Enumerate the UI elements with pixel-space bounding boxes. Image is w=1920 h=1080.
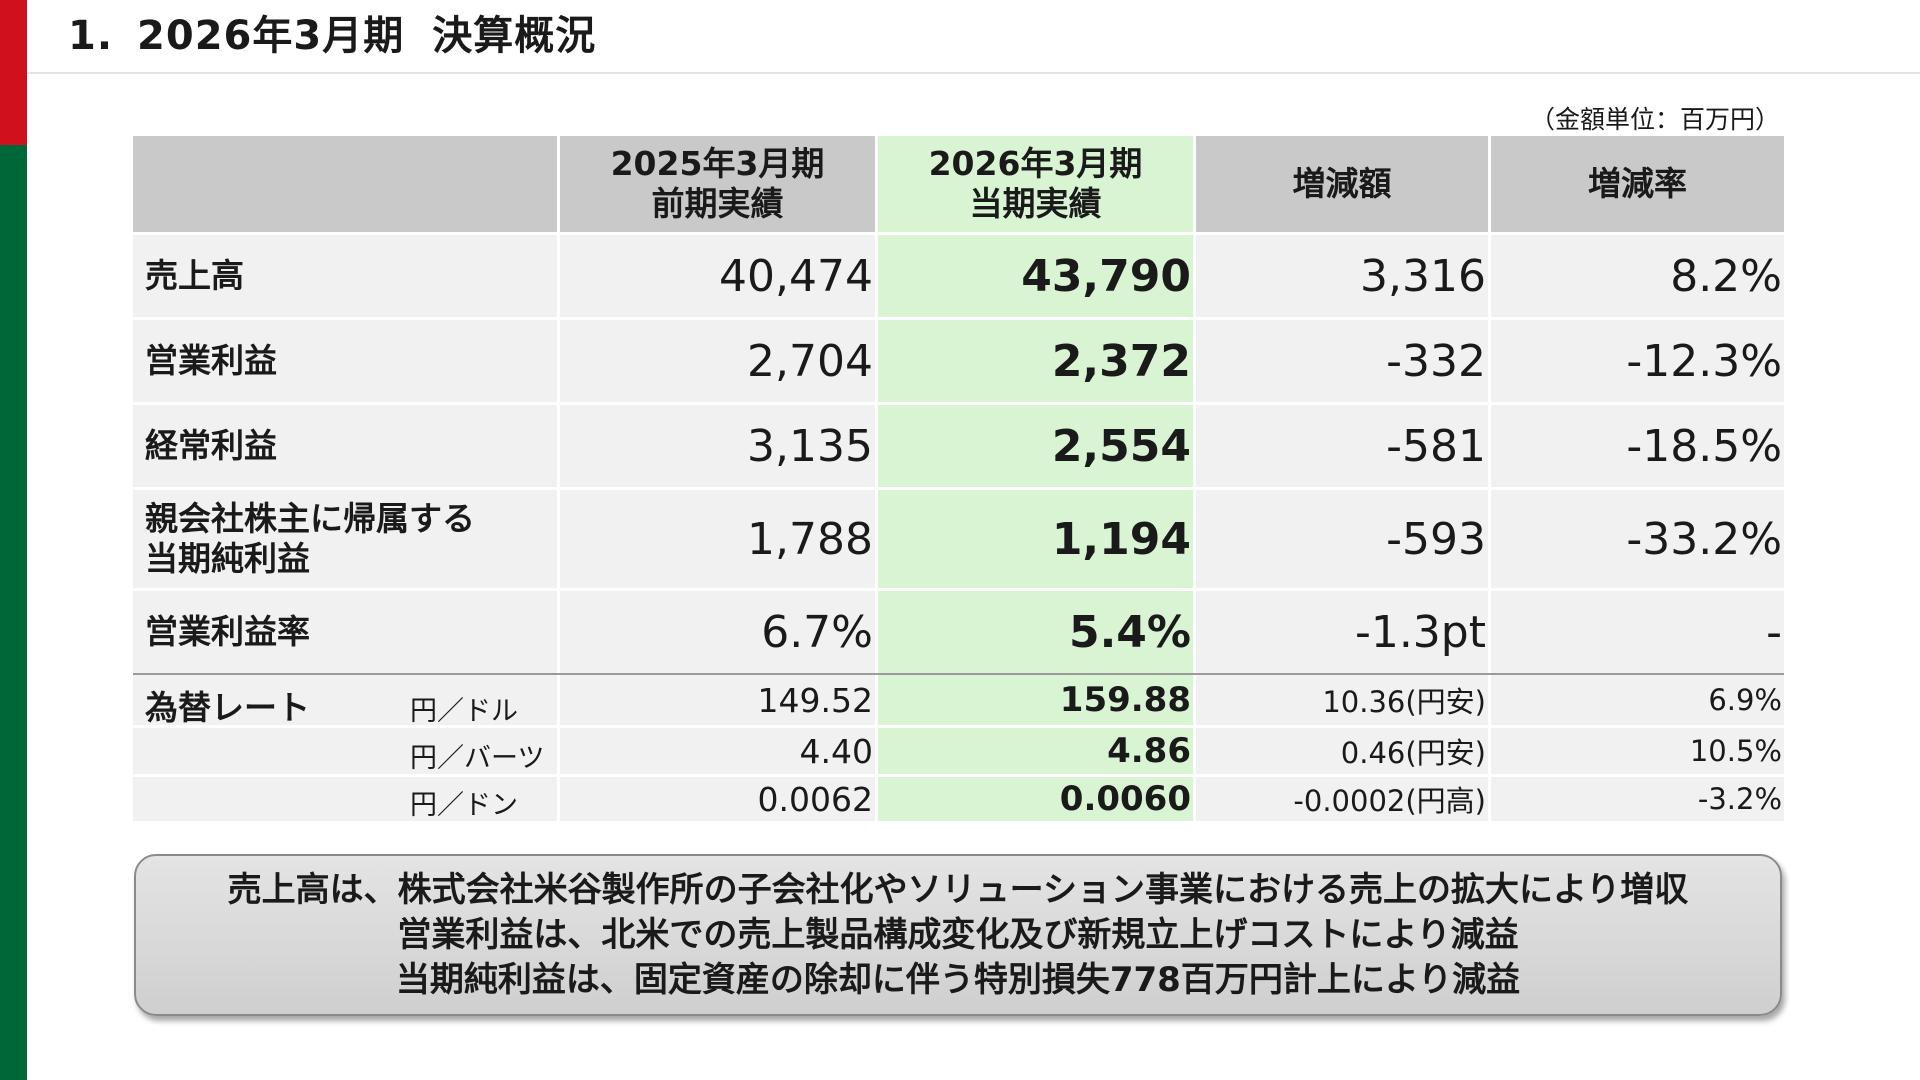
fx-prev: 149.52 — [560, 675, 878, 725]
header-change-amount: 増減額 — [1196, 136, 1491, 232]
fx-label-cell: 円／バーツ — [133, 728, 560, 774]
change-rate: - — [1766, 606, 1782, 658]
title-divider — [27, 72, 1920, 74]
change-amount: -593 — [1196, 490, 1491, 588]
change-rate: 8.2% — [1670, 250, 1782, 302]
fx-current: 4.86 — [878, 728, 1196, 774]
row-label: 営業利益率 — [133, 591, 560, 673]
header-change-rate: 増減率 — [1588, 164, 1687, 203]
current-value: 5.4% — [878, 591, 1196, 673]
row-label-line2: 当期純利益 — [145, 539, 310, 578]
slide-number: 1. — [68, 13, 114, 59]
summary-line-sales: 売上高は、株式会社米谷製作所の子会社化やソリューション事業における売上の拡大によ… — [227, 869, 1689, 910]
slide-title: 1. 2026年3月期 決算概況 — [68, 6, 596, 66]
fx-pair: 円／ドル — [410, 696, 518, 727]
fx-change: -0.0002(円高) — [1196, 777, 1491, 821]
fx-change: 0.46(円安) — [1196, 728, 1491, 774]
change-rate: -12.3% — [1626, 335, 1782, 387]
accent-bar-red — [0, 0, 27, 145]
fx-prev: 0.0062 — [560, 777, 878, 821]
prev-value: 40,474 — [560, 235, 878, 317]
fx-separator — [133, 673, 1784, 675]
summary-box: 売上高は、株式会社米谷製作所の子会社化やソリューション事業における売上の拡大によ… — [134, 854, 1782, 1016]
fx-title: 為替レート — [145, 688, 310, 727]
slide-period: 2026年3月期 — [137, 13, 405, 59]
table-row: 経常利益 3,135 2,554 -581 -18.5% — [133, 405, 1784, 490]
summary-line-operating-profit: 営業利益は、北米での売上製品構成変化及び新規立上げコストにより減益 — [397, 914, 1519, 955]
fx-label-cell: 円／ドン — [133, 777, 560, 821]
change-rate: -18.5% — [1626, 420, 1782, 472]
change-amount: -581 — [1196, 405, 1491, 487]
prev-value: 2,704 — [560, 320, 878, 402]
fx-pair: 円／ドン — [410, 790, 518, 821]
row-label-line1: 親会社株主に帰属する — [145, 499, 475, 538]
slide-heading: 決算概況 — [432, 13, 597, 59]
change-amount: 3,316 — [1196, 235, 1491, 317]
change-rate: -33.2% — [1626, 513, 1782, 565]
current-value: 2,372 — [878, 320, 1196, 402]
fx-current: 0.0060 — [878, 777, 1196, 821]
row-label: 経常利益 — [133, 405, 560, 487]
fx-current: 159.88 — [878, 675, 1196, 725]
fx-row: 円／バーツ 4.40 4.86 0.46(円安) 10.5% — [133, 728, 1784, 777]
accent-bar-green — [0, 145, 27, 1080]
header-blank — [133, 136, 560, 232]
summary-line-net-profit: 当期純利益は、固定資産の除却に伴う特別損失778百万円計上により減益 — [395, 959, 1521, 1000]
table-row: 親会社株主に帰属する 当期純利益 1,788 1,194 -593 -33.2% — [133, 490, 1784, 591]
fx-rate: 6.9% — [1708, 683, 1782, 717]
row-label: 売上高 — [133, 235, 560, 317]
fx-row: 円／ドン 0.0062 0.0060 -0.0002(円高) -3.2% — [133, 777, 1784, 821]
fx-rate: -3.2% — [1697, 782, 1782, 816]
unit-note: （金額単位：百万円） — [1529, 105, 1780, 134]
fx-label-cell: 為替レート 円／ドル — [133, 675, 560, 727]
change-amount: -1.3pt — [1196, 591, 1491, 673]
prev-value: 1,788 — [560, 490, 878, 588]
table-row: 営業利益 2,704 2,372 -332 -12.3% — [133, 320, 1784, 405]
row-label: 営業利益 — [133, 320, 560, 402]
fx-rate: 10.5% — [1689, 734, 1782, 768]
change-amount: -332 — [1196, 320, 1491, 402]
table-header-row: 2025年3月期 前期実績 2026年3月期 当期実績 増減額 増減率 — [133, 136, 1784, 235]
header-current-period: 2026年3月期 当期実績 — [878, 136, 1196, 232]
header-prev-period: 2025年3月期 前期実績 — [560, 136, 878, 232]
fx-pair: 円／バーツ — [410, 743, 545, 774]
current-value: 1,194 — [878, 490, 1196, 588]
prev-value: 6.7% — [560, 591, 878, 673]
table-row: 営業利益率 6.7% 5.4% -1.3pt - — [133, 591, 1784, 673]
fx-prev: 4.40 — [560, 728, 878, 774]
fx-change: 10.36(円安) — [1196, 675, 1491, 725]
table-row: 売上高 40,474 43,790 3,316 8.2% — [133, 235, 1784, 320]
row-label: 親会社株主に帰属する 当期純利益 — [133, 490, 560, 588]
current-value: 2,554 — [878, 405, 1196, 487]
fx-row: 為替レート 円／ドル 149.52 159.88 10.36(円安) 6.9% — [133, 675, 1784, 728]
current-value: 43,790 — [878, 235, 1196, 317]
prev-value: 3,135 — [560, 405, 878, 487]
results-table: 2025年3月期 前期実績 2026年3月期 当期実績 増減額 増減率 売上高 … — [133, 136, 1784, 821]
